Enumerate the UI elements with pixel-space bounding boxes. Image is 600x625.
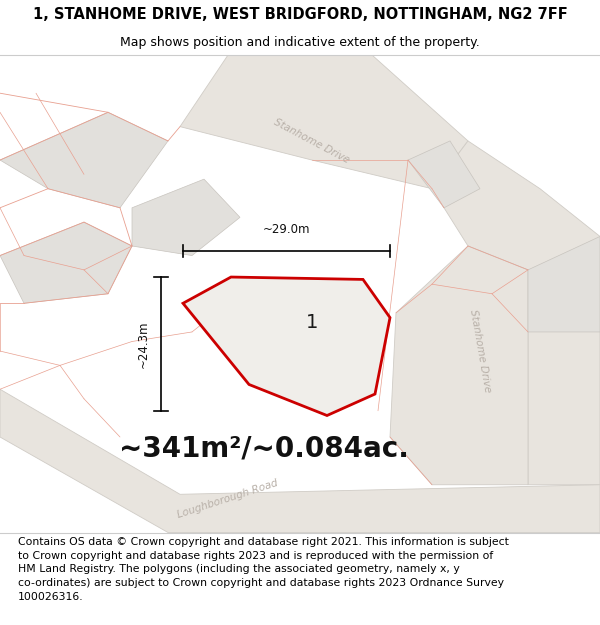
Polygon shape [0,222,132,303]
Text: Stanhome Drive: Stanhome Drive [272,117,352,165]
Text: 1, STANHOME DRIVE, WEST BRIDGFORD, NOTTINGHAM, NG2 7FF: 1, STANHOME DRIVE, WEST BRIDGFORD, NOTTI… [32,8,568,22]
Text: ~24.3m: ~24.3m [137,320,150,368]
Text: ~29.0m: ~29.0m [263,224,310,236]
Polygon shape [432,141,600,485]
Text: 1: 1 [306,313,318,332]
Polygon shape [390,246,528,485]
Polygon shape [183,277,390,416]
Text: Contains OS data © Crown copyright and database right 2021. This information is : Contains OS data © Crown copyright and d… [18,537,509,601]
Text: Stanhome Drive: Stanhome Drive [468,309,492,393]
Polygon shape [0,389,600,532]
Polygon shape [132,179,240,256]
Text: Loughborough Road: Loughborough Road [176,478,280,520]
Polygon shape [528,236,600,332]
Text: Map shows position and indicative extent of the property.: Map shows position and indicative extent… [120,36,480,49]
Polygon shape [408,141,480,208]
Text: ~341m²/~0.084ac.: ~341m²/~0.084ac. [119,435,409,463]
Polygon shape [0,112,168,208]
Polygon shape [180,55,468,189]
